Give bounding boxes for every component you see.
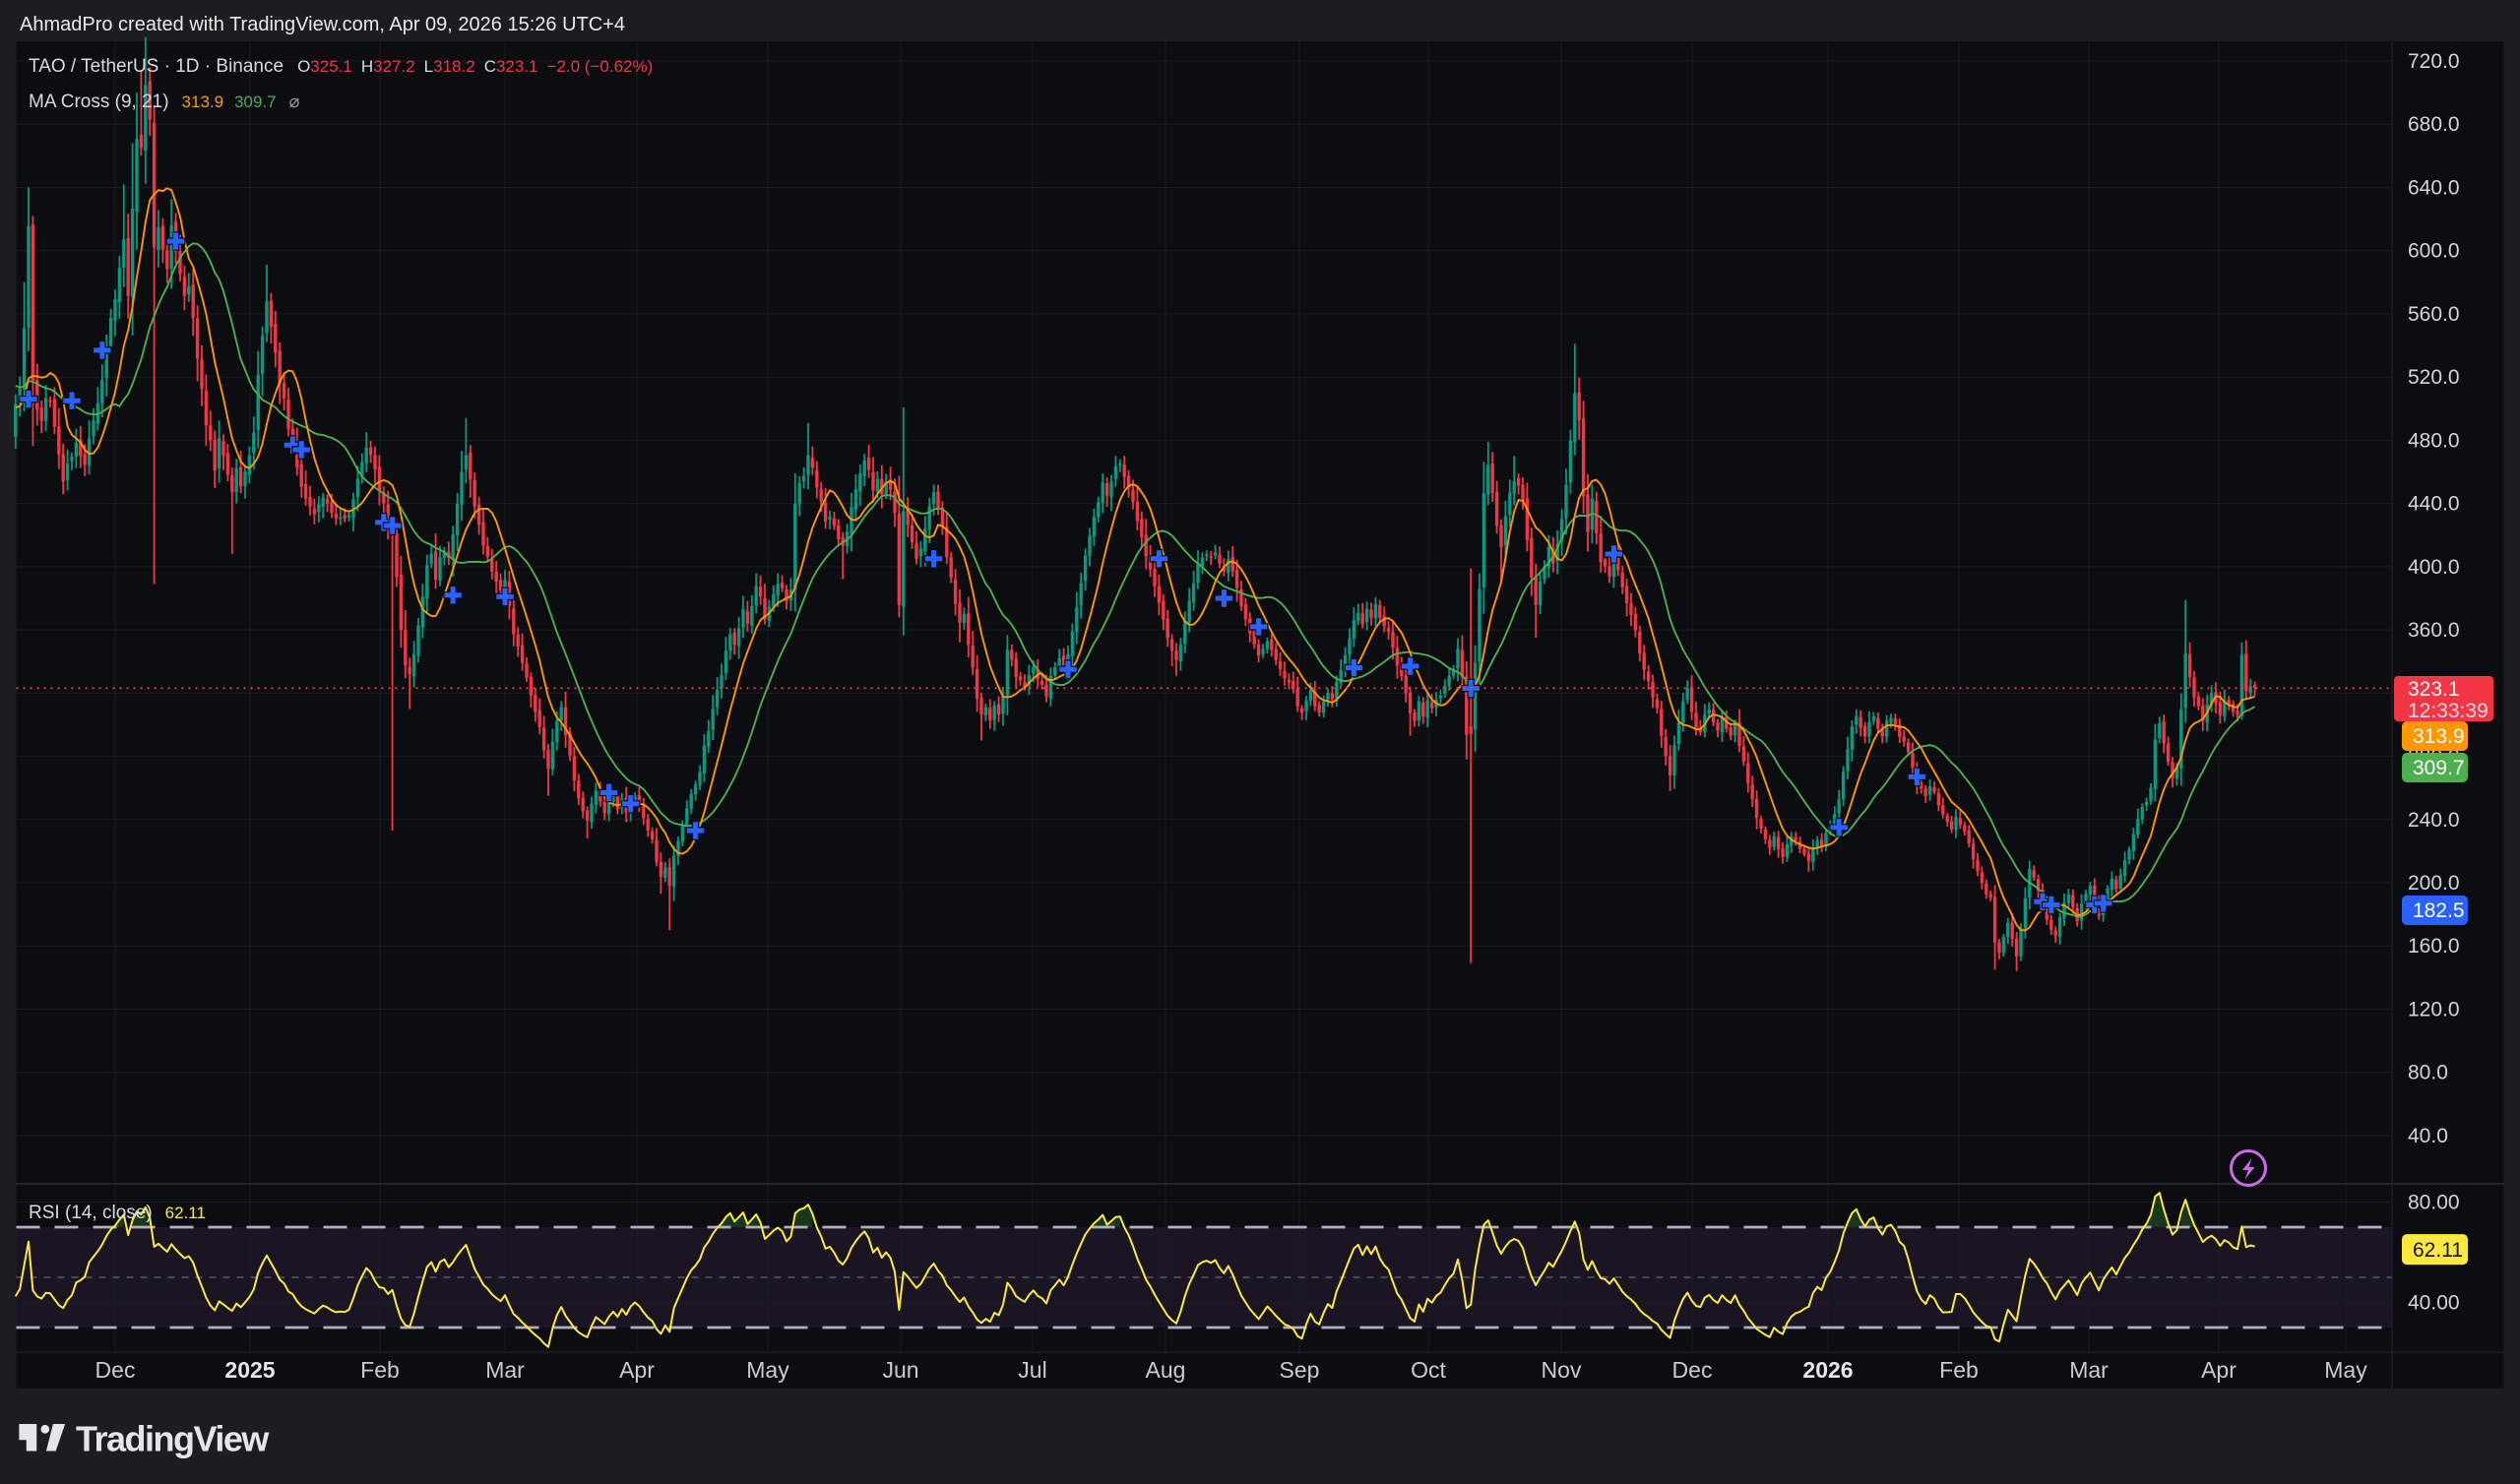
svg-text:Jun: Jun xyxy=(882,1357,918,1383)
svg-text:May: May xyxy=(2324,1357,2367,1383)
svg-text:80.0: 80.0 xyxy=(2408,1062,2448,1084)
svg-text:440.0: 440.0 xyxy=(2408,493,2460,516)
svg-text:400.0: 400.0 xyxy=(2408,556,2460,579)
svg-text:Apr: Apr xyxy=(619,1357,655,1383)
svg-text:Feb: Feb xyxy=(1939,1357,1979,1383)
svg-text:Jul: Jul xyxy=(1018,1357,1046,1383)
svg-text:2025: 2025 xyxy=(224,1357,275,1383)
svg-text:480.0: 480.0 xyxy=(2408,429,2460,452)
svg-text:40.00: 40.00 xyxy=(2408,1292,2460,1315)
svg-text:Feb: Feb xyxy=(360,1357,400,1383)
svg-text:182.5: 182.5 xyxy=(2413,899,2465,922)
svg-text:120.0: 120.0 xyxy=(2408,999,2460,1021)
svg-text:600.0: 600.0 xyxy=(2408,240,2460,263)
svg-text:160.0: 160.0 xyxy=(2408,935,2460,958)
svg-text:80.00: 80.00 xyxy=(2408,1192,2460,1214)
svg-text:200.0: 200.0 xyxy=(2408,872,2460,895)
svg-text:12:33:39: 12:33:39 xyxy=(2408,700,2488,722)
svg-text:Mar: Mar xyxy=(485,1357,525,1383)
svg-text:2026: 2026 xyxy=(1802,1357,1853,1383)
svg-text:Nov: Nov xyxy=(1542,1357,1582,1383)
svg-text:640.0: 640.0 xyxy=(2408,177,2460,200)
svg-text:360.0: 360.0 xyxy=(2408,619,2460,642)
svg-text:313.9: 313.9 xyxy=(2413,725,2465,748)
svg-text:323.1: 323.1 xyxy=(2408,678,2460,701)
svg-text:62.11: 62.11 xyxy=(2413,1239,2463,1262)
svg-text:Oct: Oct xyxy=(1411,1357,1446,1383)
svg-text:309.7: 309.7 xyxy=(2413,757,2465,779)
svg-text:Dec: Dec xyxy=(1672,1357,1713,1383)
svg-text:AhmadPro created with TradingV: AhmadPro created with TradingView.com, A… xyxy=(20,14,625,35)
svg-text:240.0: 240.0 xyxy=(2408,809,2460,832)
svg-text:May: May xyxy=(746,1357,789,1383)
svg-text:520.0: 520.0 xyxy=(2408,366,2460,389)
svg-text:Mar: Mar xyxy=(2069,1357,2109,1383)
svg-text:Apr: Apr xyxy=(2201,1357,2236,1383)
svg-text:RSI (14, close)62.11: RSI (14, close) 62.11 xyxy=(29,1203,206,1223)
svg-text:Aug: Aug xyxy=(1146,1357,1186,1383)
svg-text:40.0: 40.0 xyxy=(2408,1125,2448,1147)
svg-text:680.0: 680.0 xyxy=(2408,113,2460,136)
svg-text:TradingView: TradingView xyxy=(76,1419,270,1459)
svg-text:560.0: 560.0 xyxy=(2408,303,2460,326)
svg-text:Dec: Dec xyxy=(95,1357,136,1383)
svg-text:720.0: 720.0 xyxy=(2408,50,2460,73)
svg-text:Sep: Sep xyxy=(1280,1357,1320,1383)
